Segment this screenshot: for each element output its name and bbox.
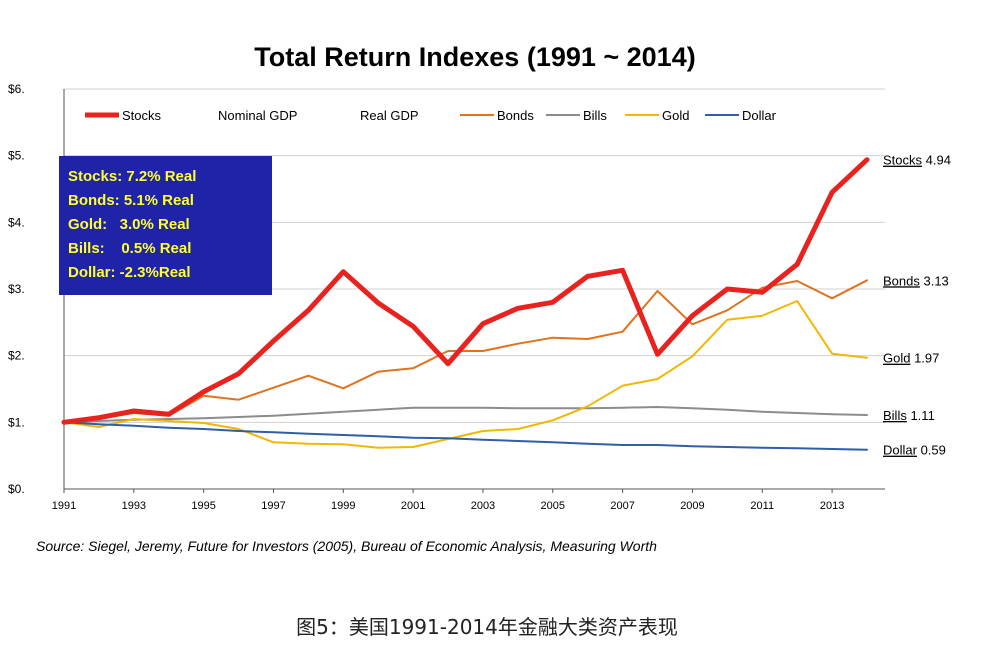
legend-label: Stocks bbox=[122, 108, 162, 123]
x-tick-label: 2011 bbox=[750, 500, 774, 512]
annotation-box: Stocks: 7.2% Real Bonds: 5.1% Real Gold: 3… bbox=[59, 156, 272, 295]
annotation-line: Dollar: -2.3%Real bbox=[68, 264, 191, 281]
legend-label: Dollar bbox=[742, 108, 777, 123]
x-tick-label: 2001 bbox=[401, 500, 425, 512]
figure-caption: 图5：美国1991-2014年金融大类资产表现 bbox=[296, 615, 678, 639]
end-label-name: Stocks bbox=[883, 153, 923, 168]
y-tick-label: $5. bbox=[8, 149, 25, 163]
end-label-dollar: Dollar 0.59 bbox=[883, 443, 946, 458]
x-tick-label: 1999 bbox=[331, 500, 355, 512]
end-labels: Stocks 4.94 Bonds 3.13 Bills 1.11 Gold 1.97… bbox=[883, 153, 951, 458]
end-label-bonds: Bonds 3.13 bbox=[883, 273, 949, 288]
legend-label: Bills bbox=[583, 108, 607, 123]
y-tick-label: $0. bbox=[8, 482, 25, 496]
end-label-name: Dollar bbox=[883, 443, 918, 458]
annotation-box-bg bbox=[59, 156, 272, 295]
x-tick-label: 2003 bbox=[471, 500, 495, 512]
series-line-stocks bbox=[61, 157, 870, 425]
x-axis-ticks: 1991 1993 1995 1997 1999 2001 2003 2005 2007 2009… bbox=[52, 489, 844, 512]
end-label-name: Bills bbox=[883, 408, 907, 423]
y-axis-ticks: $0. $1. $2. $3. $4. $5. $6. bbox=[8, 82, 25, 496]
end-label-value: 0.59 bbox=[917, 443, 946, 458]
x-tick-label: 1991 bbox=[52, 500, 76, 512]
x-tick-label: 1995 bbox=[191, 500, 215, 512]
end-label-bills: Bills 1.11 bbox=[883, 408, 935, 423]
end-label-name: Bonds bbox=[883, 273, 920, 288]
y-tick-label: $4. bbox=[8, 215, 25, 229]
end-label-stocks: Stocks 4.94 bbox=[883, 153, 951, 168]
annotation-line: Bonds: 5.1% Real bbox=[68, 192, 194, 209]
x-tick-label: 1997 bbox=[261, 500, 285, 512]
source-note: Source: Siegel, Jeremy, Future for Inves… bbox=[36, 538, 657, 554]
legend-label: Real GDP bbox=[360, 108, 419, 123]
legend-label: Gold bbox=[662, 108, 689, 123]
annotation-line: Gold: 3.0% Real bbox=[68, 216, 190, 233]
series-line-bonds bbox=[63, 279, 868, 424]
end-label-value: 3.13 bbox=[920, 273, 949, 288]
legend-label: Nominal GDP bbox=[218, 108, 297, 123]
end-label-value: 1.97 bbox=[910, 351, 939, 366]
y-tick-label: $2. bbox=[8, 349, 25, 363]
x-tick-label: 1993 bbox=[122, 500, 146, 512]
series-lines bbox=[61, 157, 870, 451]
annotation-line: Bills: 0.5% Real bbox=[68, 240, 191, 257]
legend-label: Bonds bbox=[497, 108, 534, 123]
x-tick-label: 2013 bbox=[820, 500, 844, 512]
x-tick-label: 2005 bbox=[541, 500, 565, 512]
series-line-dollar bbox=[63, 421, 868, 451]
x-tick-label: 2007 bbox=[610, 500, 634, 512]
y-tick-label: $6. bbox=[8, 82, 25, 96]
end-label-value: 1.11 bbox=[907, 408, 935, 423]
chart-title: Total Return Indexes (1991 ~ 2014) bbox=[254, 42, 695, 72]
series-line-bills bbox=[63, 406, 868, 424]
legend: Stocks Nominal GDP Real GDP Bonds Bills Gold D… bbox=[85, 108, 777, 123]
series-line-gold bbox=[63, 300, 868, 449]
annotation-line: Stocks: 7.2% Real bbox=[68, 168, 196, 185]
end-label-name: Gold bbox=[883, 351, 910, 366]
y-tick-label: $3. bbox=[8, 282, 25, 296]
x-tick-label: 2009 bbox=[680, 500, 704, 512]
y-tick-label: $1. bbox=[8, 415, 25, 429]
end-label-gold: Gold 1.97 bbox=[883, 351, 939, 366]
end-label-value: 4.94 bbox=[922, 153, 951, 168]
